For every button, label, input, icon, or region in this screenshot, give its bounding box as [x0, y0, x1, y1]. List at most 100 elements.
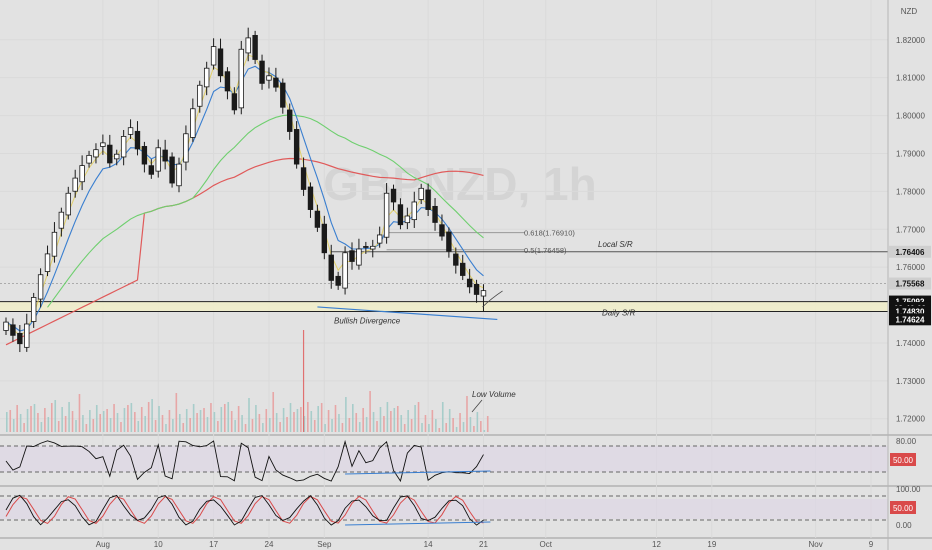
volume-bar-132	[462, 422, 465, 432]
candle-39	[273, 67, 279, 92]
candle-53	[370, 239, 376, 258]
volume-bar-57	[203, 408, 205, 432]
candle-40	[280, 78, 286, 114]
candle-51	[356, 238, 362, 270]
volume-bar-133	[466, 396, 468, 432]
volume-bar-65	[230, 411, 233, 432]
volume-bar-103	[362, 408, 364, 432]
candle-43	[300, 157, 307, 196]
volume-bar-16	[61, 407, 63, 432]
fib-label-1: 0.5(1.76458)	[524, 246, 567, 255]
volume-bar-79	[279, 422, 281, 432]
volume-bar-51	[182, 423, 185, 432]
volume-bar-10	[40, 422, 43, 432]
volume-bar-39	[140, 407, 143, 432]
volume-bar-92	[324, 424, 326, 432]
volume-bar-123	[431, 410, 434, 432]
volume-bar-31	[113, 404, 115, 432]
candle-15	[107, 134, 113, 168]
volume-bar-125	[438, 428, 441, 432]
volume-bar-47	[168, 410, 171, 432]
volume-bar-40	[144, 416, 146, 432]
candle-3	[24, 313, 30, 352]
x-tick-7: Oct	[540, 540, 553, 549]
daily-sr-label: Daily S/R	[602, 308, 636, 317]
candle-0	[3, 317, 9, 335]
candle-12	[86, 150, 92, 168]
candle-49	[342, 246, 348, 295]
volume-bar-12	[47, 417, 50, 432]
candle-54	[376, 226, 383, 248]
volume-bar-27	[99, 414, 102, 432]
candle-33	[231, 87, 238, 115]
x-tick-6: 21	[479, 540, 488, 549]
volume-bar-131	[459, 413, 461, 432]
ma-green-line	[47, 114, 484, 308]
volume-bar-41	[147, 402, 150, 432]
candle-41	[287, 103, 293, 140]
volume-bar-33	[120, 422, 122, 432]
volume-bar-67	[237, 406, 240, 432]
candle-35	[245, 27, 251, 62]
volume-bar-105	[369, 391, 371, 432]
time-axis: Aug 10 17 24 Sep 14 21 Oct 12 19 Nov 9	[96, 540, 874, 549]
candle-28	[197, 80, 203, 113]
candle-5	[37, 268, 44, 308]
volume-bar-23	[85, 424, 88, 432]
price-levels: Daily S/R Local S/R 0.618(1.76910) 0.5(1.76…	[0, 229, 888, 317]
stoch-band	[0, 499, 888, 519]
volume-bar-90	[317, 406, 319, 432]
volume-bar-88	[310, 411, 313, 432]
rsi-line	[5, 439, 484, 483]
volume-bar-115	[403, 424, 406, 432]
volume-bar-75	[265, 409, 268, 432]
volume-bar-77	[272, 392, 275, 432]
volume-bar-95	[334, 405, 337, 432]
y-tick-2: 1.80000	[896, 112, 925, 121]
candle-16	[114, 149, 120, 166]
candle-63	[439, 214, 445, 241]
volume-bar-63	[223, 404, 226, 432]
candle-48	[335, 271, 341, 290]
volume-bar-74	[262, 423, 264, 432]
volume-bar-139	[486, 416, 489, 432]
x-tick-0: Aug	[96, 540, 110, 549]
volume-bar-60	[213, 412, 216, 432]
volume-bar-13	[50, 403, 53, 432]
stoch-tick-2: 0.00	[896, 521, 912, 530]
candle-52	[363, 241, 369, 254]
volume-bar-71	[251, 419, 254, 432]
volume-bar-99	[348, 418, 351, 432]
volume-bar-50	[179, 414, 181, 432]
price-label-bg-0	[889, 245, 931, 258]
volume-bar-97	[341, 423, 344, 432]
volume-bar-28	[102, 411, 105, 432]
volume-bar-45	[161, 415, 164, 432]
volume-bar-137	[480, 421, 482, 432]
candle-32	[224, 67, 231, 100]
price-label-4: 1.74830	[896, 307, 925, 316]
volume-bar-101	[355, 413, 358, 432]
volume-bar-85	[300, 407, 302, 432]
volume-bars	[6, 330, 489, 432]
volume-bar-138	[483, 430, 486, 432]
volume-bar-61	[217, 421, 219, 432]
candle-42	[293, 121, 300, 169]
price-axis-labels: 1.764061.755681.7509203:46:021.748301.74…	[889, 245, 931, 326]
volume-bar-94	[331, 419, 333, 432]
fib-label-0: 0.618(1.76910)	[524, 229, 575, 238]
price-label-bg-1	[889, 277, 931, 290]
volume-bar-73	[258, 414, 261, 432]
volume-bar-72	[255, 405, 257, 432]
volume-bar-30	[109, 418, 112, 432]
candle-58	[404, 207, 411, 230]
candle-26	[183, 125, 189, 171]
y-tick-10: 1.72000	[896, 415, 925, 424]
y-tick-3: 1.79000	[896, 149, 925, 158]
candle-18	[127, 119, 134, 139]
volume-bar-8	[33, 404, 36, 432]
volume-bar-118	[414, 405, 416, 432]
volume-bar-87	[307, 402, 309, 432]
candle-55	[383, 183, 390, 244]
